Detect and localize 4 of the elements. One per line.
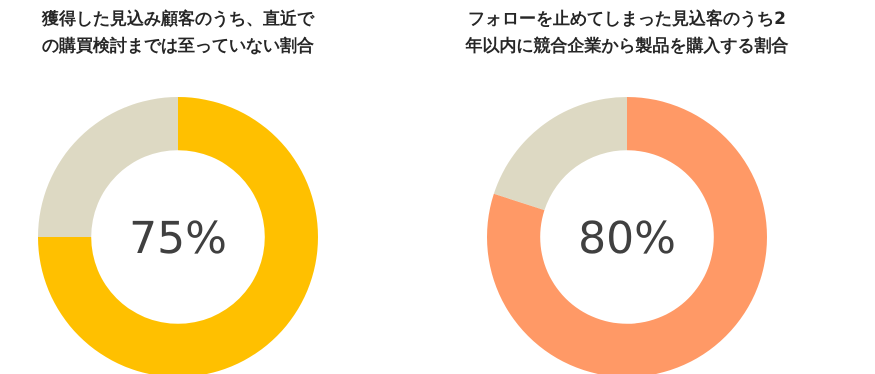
chart-title: 獲得した見込み顧客のうち、直近での購買検討までは至っていない割合 [41, 9, 315, 56]
data-label: 75% [129, 213, 227, 264]
chart-title: フォローを止めてしまった見込客のうち2年以内に競合企業から製品を購入する割合 [464, 9, 788, 56]
data-label: 80% [578, 213, 676, 264]
